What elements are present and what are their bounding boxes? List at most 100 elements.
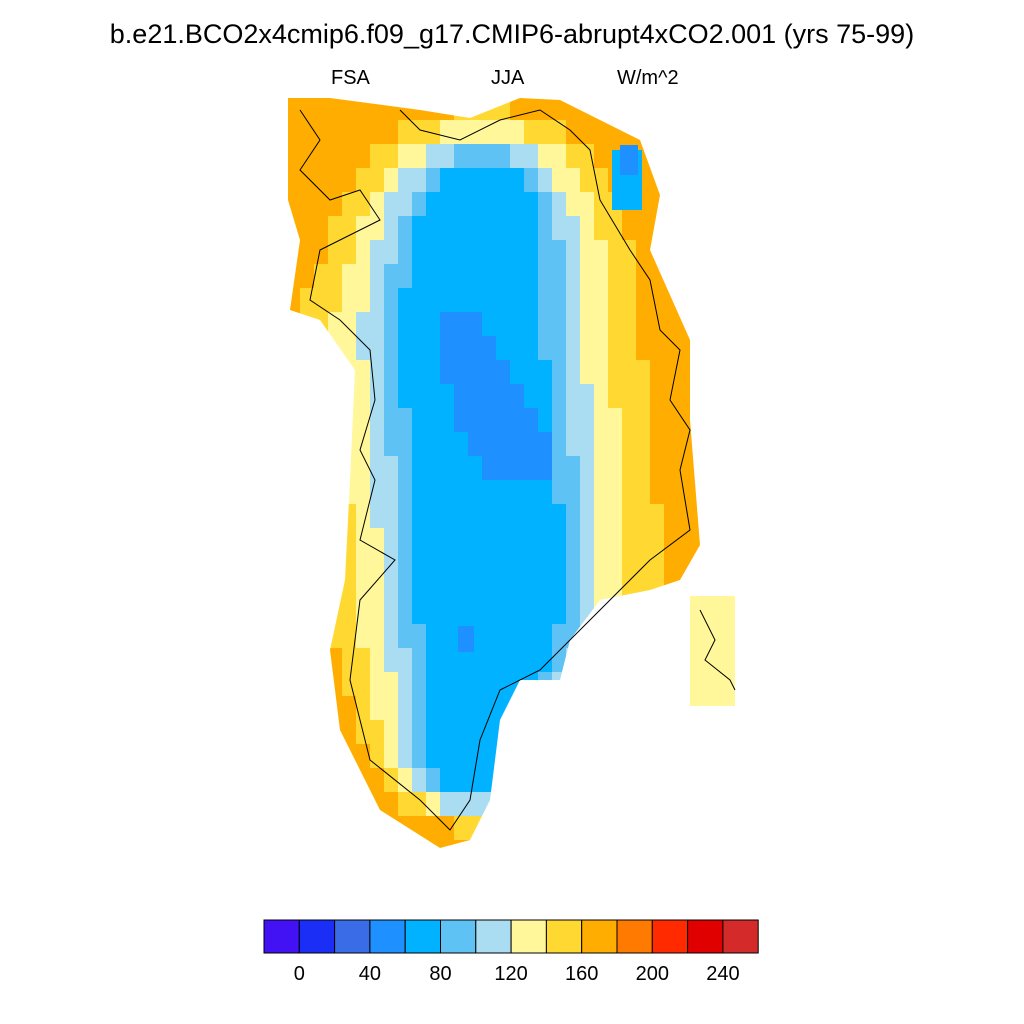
map-cell [538, 624, 552, 648]
map-cell [342, 720, 356, 744]
map-cell [454, 648, 468, 672]
map-cell [468, 480, 482, 504]
map-cell [328, 288, 342, 312]
map-cell [566, 240, 580, 264]
map-cell [608, 552, 622, 576]
map-cell [538, 264, 552, 288]
map-cell [458, 626, 474, 652]
colorbar-box [440, 919, 477, 954]
map-cell [524, 432, 538, 456]
map-cell [580, 288, 594, 312]
map-cell [538, 408, 552, 432]
map-cell [426, 672, 440, 696]
map-cell [384, 264, 398, 288]
map-cell [398, 792, 412, 816]
map-cell [468, 600, 482, 624]
map-cell [552, 264, 566, 288]
map-cell [426, 384, 440, 408]
map-cell [552, 288, 566, 312]
map-cell [496, 192, 510, 216]
map-cell [594, 240, 608, 264]
map-cell [426, 432, 440, 456]
map-cell [510, 360, 524, 384]
map-cell [594, 192, 608, 216]
map-cell [440, 312, 454, 336]
map-cell [468, 168, 482, 192]
map-cell [370, 408, 384, 432]
map-cell [398, 696, 412, 720]
map-cell [440, 432, 454, 456]
map-cell [650, 336, 664, 360]
map-cell [370, 600, 384, 624]
map-cell [482, 696, 496, 720]
map-cell [608, 264, 622, 288]
map-cell [608, 360, 622, 384]
map-cell [496, 600, 510, 624]
map-cell [398, 264, 412, 288]
map-cell [664, 552, 678, 576]
map-cell [482, 648, 496, 672]
map-cell [412, 288, 426, 312]
map-cell [594, 480, 608, 504]
map-cell [538, 360, 552, 384]
map-cell [370, 648, 384, 672]
map-cell [524, 144, 538, 168]
map-cell [440, 744, 454, 768]
map-cell [454, 744, 468, 768]
map-cell [342, 120, 356, 144]
map-cell [384, 408, 398, 432]
map-cell [496, 504, 510, 528]
map-cell [608, 336, 622, 360]
colorbar-box [298, 919, 336, 954]
season-label: JJA [491, 67, 525, 89]
map-cell [440, 720, 454, 744]
map-cell [524, 168, 538, 192]
map-cell [636, 312, 650, 336]
map-cell [454, 600, 468, 624]
map-cell [398, 624, 412, 648]
colorbar-box [334, 919, 371, 954]
map-cell [314, 216, 328, 240]
map-cell [370, 336, 384, 360]
variable-label: FSA [331, 67, 370, 89]
map-cell [384, 720, 398, 744]
map-cell [412, 360, 426, 384]
map-cell [580, 432, 594, 456]
map-cell [412, 168, 426, 192]
map-cell [384, 504, 398, 528]
map-cell [356, 672, 370, 696]
map-cell [342, 288, 356, 312]
map-cell [580, 408, 594, 432]
map-cell [650, 408, 664, 432]
map-cell [356, 192, 370, 216]
map-cell [468, 144, 482, 168]
map-cell [552, 432, 566, 456]
map-cell [566, 576, 580, 600]
map-cell [552, 336, 566, 360]
map-cell [314, 144, 328, 168]
map-cell [356, 360, 370, 384]
map-cell [426, 696, 440, 720]
map-cell [636, 336, 650, 360]
map-cell [580, 264, 594, 288]
map-cell [636, 408, 650, 432]
map-cell [328, 98, 342, 120]
map-cell [538, 120, 552, 144]
map-cell [468, 576, 482, 600]
map-cell [370, 432, 384, 456]
map-cell [412, 264, 426, 288]
map-cell [538, 600, 552, 624]
map-cell [370, 240, 384, 264]
map-cell [608, 528, 622, 552]
map-cell [454, 144, 468, 168]
map-cell [552, 552, 566, 576]
map-cell [454, 192, 468, 216]
map-cell [678, 384, 692, 408]
map-cell [370, 720, 384, 744]
map-cell [524, 384, 538, 408]
map-cell [608, 480, 622, 504]
map-cell [370, 576, 384, 600]
map-cell [398, 600, 412, 624]
map-cell [398, 336, 412, 360]
map-cell [328, 264, 342, 288]
